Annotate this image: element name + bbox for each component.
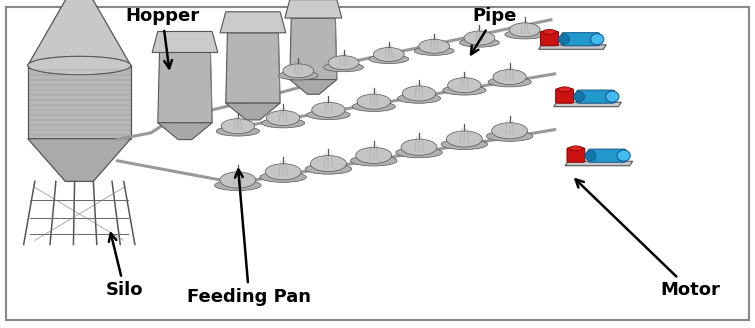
Polygon shape bbox=[285, 0, 342, 18]
Ellipse shape bbox=[543, 30, 556, 34]
Ellipse shape bbox=[617, 150, 630, 161]
Ellipse shape bbox=[590, 34, 604, 45]
Ellipse shape bbox=[606, 91, 619, 102]
Ellipse shape bbox=[28, 56, 131, 74]
Text: Hopper: Hopper bbox=[125, 7, 199, 68]
Ellipse shape bbox=[574, 92, 584, 102]
Ellipse shape bbox=[267, 111, 300, 126]
Ellipse shape bbox=[464, 31, 495, 45]
Polygon shape bbox=[290, 18, 337, 80]
Polygon shape bbox=[220, 12, 285, 33]
Ellipse shape bbox=[492, 123, 528, 139]
Ellipse shape bbox=[441, 139, 488, 150]
Ellipse shape bbox=[419, 39, 449, 53]
Ellipse shape bbox=[558, 87, 572, 92]
Polygon shape bbox=[158, 123, 212, 140]
Ellipse shape bbox=[328, 56, 359, 70]
Polygon shape bbox=[158, 52, 212, 123]
FancyBboxPatch shape bbox=[6, 7, 749, 320]
Ellipse shape bbox=[448, 78, 481, 93]
Ellipse shape bbox=[442, 85, 486, 95]
Polygon shape bbox=[153, 31, 217, 52]
Ellipse shape bbox=[446, 131, 482, 147]
Polygon shape bbox=[226, 103, 280, 120]
Polygon shape bbox=[290, 80, 337, 94]
Ellipse shape bbox=[401, 139, 437, 155]
Ellipse shape bbox=[357, 94, 390, 109]
Polygon shape bbox=[565, 161, 633, 166]
Ellipse shape bbox=[559, 34, 569, 44]
Ellipse shape bbox=[374, 48, 404, 61]
Ellipse shape bbox=[493, 70, 526, 85]
Ellipse shape bbox=[216, 126, 260, 136]
Text: Motor: Motor bbox=[575, 179, 720, 299]
Ellipse shape bbox=[261, 118, 305, 128]
Ellipse shape bbox=[305, 164, 352, 174]
Polygon shape bbox=[28, 66, 131, 139]
Ellipse shape bbox=[397, 93, 441, 103]
Ellipse shape bbox=[569, 146, 583, 151]
Ellipse shape bbox=[28, 56, 131, 74]
Text: Silo: Silo bbox=[106, 234, 143, 299]
Ellipse shape bbox=[283, 64, 313, 78]
Ellipse shape bbox=[510, 23, 540, 37]
Ellipse shape bbox=[265, 164, 301, 180]
Polygon shape bbox=[226, 33, 280, 103]
Ellipse shape bbox=[260, 172, 307, 182]
Text: Feeding Pan: Feeding Pan bbox=[187, 170, 311, 306]
Ellipse shape bbox=[396, 147, 442, 158]
Ellipse shape bbox=[352, 102, 396, 112]
Ellipse shape bbox=[460, 38, 499, 47]
FancyBboxPatch shape bbox=[588, 149, 626, 162]
Ellipse shape bbox=[488, 77, 532, 87]
Ellipse shape bbox=[356, 147, 392, 163]
Ellipse shape bbox=[312, 102, 345, 117]
Text: Pipe: Pipe bbox=[471, 7, 516, 54]
FancyBboxPatch shape bbox=[562, 33, 599, 46]
Ellipse shape bbox=[486, 131, 533, 141]
Polygon shape bbox=[28, 139, 131, 181]
Polygon shape bbox=[553, 102, 621, 107]
FancyBboxPatch shape bbox=[556, 89, 574, 103]
Polygon shape bbox=[538, 45, 606, 49]
FancyBboxPatch shape bbox=[577, 90, 615, 103]
Ellipse shape bbox=[505, 30, 544, 39]
Ellipse shape bbox=[214, 180, 261, 191]
Ellipse shape bbox=[369, 54, 408, 64]
Ellipse shape bbox=[402, 86, 436, 101]
Ellipse shape bbox=[307, 110, 350, 120]
Ellipse shape bbox=[221, 119, 254, 134]
Ellipse shape bbox=[350, 155, 397, 166]
Ellipse shape bbox=[324, 63, 363, 72]
FancyBboxPatch shape bbox=[567, 148, 585, 162]
Polygon shape bbox=[28, 0, 131, 66]
Ellipse shape bbox=[220, 172, 256, 188]
Ellipse shape bbox=[310, 155, 347, 172]
Ellipse shape bbox=[585, 151, 596, 161]
Ellipse shape bbox=[414, 46, 454, 55]
FancyBboxPatch shape bbox=[541, 31, 559, 46]
Ellipse shape bbox=[279, 71, 318, 80]
